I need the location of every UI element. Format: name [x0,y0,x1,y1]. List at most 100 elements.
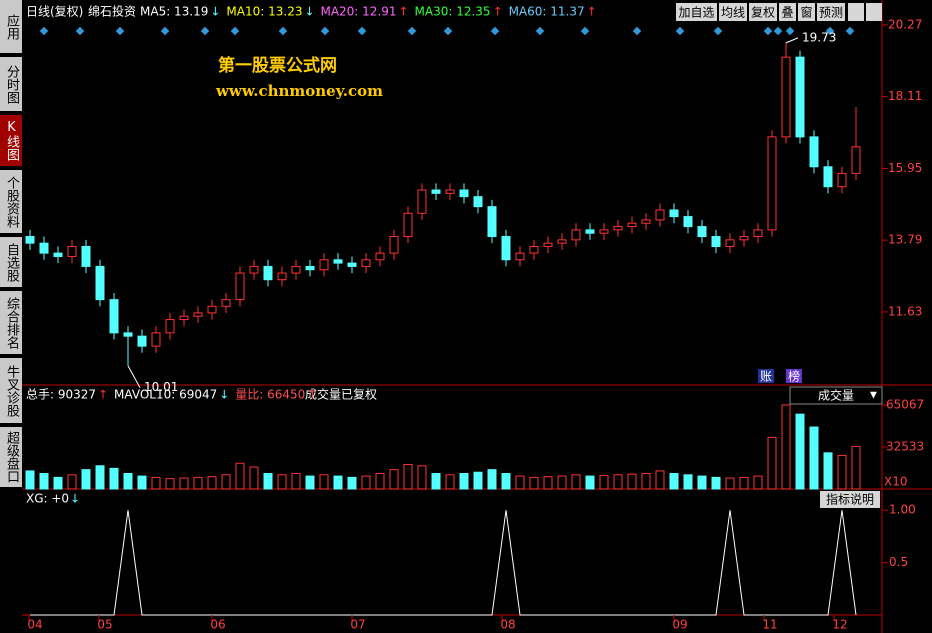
candle-body [375,252,385,261]
candle-body [67,245,77,257]
volume-bar [67,474,77,490]
signal-diamond [200,26,210,36]
volume-bar [599,474,609,490]
volume-bar [361,475,371,490]
signal-diamond [580,26,590,36]
toolbar-button[interactable] [798,3,815,21]
volume-bar [347,476,357,490]
volume-bar [375,473,385,490]
volume-header: 总手: 90327 [26,388,96,402]
signal-diamond [443,26,453,36]
x-tick-label: 08 [500,618,515,632]
signal-diamond [763,26,773,36]
toolbar-button-label[interactable]: 预测 [819,6,843,20]
volume-bar [207,476,217,490]
volume-bar [277,474,287,490]
y-tick-label: 1.00 [889,503,916,517]
signal-diamond [490,26,500,36]
signal-diamond [278,26,288,36]
volume-header-arrow: ↑ [98,388,108,402]
x-tick-label: 05 [97,618,112,632]
toolbar-button-label[interactable]: 叠 [781,6,793,20]
candle-body [823,166,833,188]
volume-bar [669,473,679,490]
ma-label: MA5: 13.19 [140,5,208,19]
watermark-title: 第一股票公式网 [218,55,337,76]
sidebar-tab[interactable]: 综合排名 [0,291,22,356]
candle-body [417,189,427,214]
toolbar-button-label[interactable]: 复权 [751,6,775,20]
candle-body [739,236,749,241]
volume-bar [571,474,581,490]
candle-body [221,299,231,307]
ma-label: MA10: 13.23 [226,5,302,19]
volume-bar [753,475,763,490]
indicator-select-label[interactable]: 成交量 [818,388,854,403]
y-tick-label: 0.5 [889,555,908,569]
candle-body [809,136,819,168]
volume-bar [655,470,665,490]
signal-diamond [230,26,240,36]
volume-bar [739,476,749,490]
toolbar-button-label[interactable]: 均线 [721,6,745,20]
indicator-select[interactable] [789,386,883,405]
candle-body [431,189,441,194]
sidebar-tab[interactable]: 牛叉诊股 [0,358,22,425]
candle-body [361,259,371,267]
x-tick-label: 09 [672,618,687,632]
signal-diamond [320,26,330,36]
volume-bar [529,476,539,490]
sidebar-tab[interactable]: 自选股 [0,237,22,289]
signal-diamond [115,26,125,36]
toolbar-button[interactable] [779,3,796,21]
candle-body [207,305,217,314]
signal-diamond [773,26,783,36]
toolbar-button[interactable] [848,3,864,21]
sidebar-tab[interactable]: 个股资料 [0,170,22,235]
toolbar-button[interactable] [676,3,717,21]
sidebar-tab[interactable]: 分时图 [0,57,22,113]
candle-body [641,219,651,224]
volume-bar [515,475,525,490]
candle-body [165,319,175,334]
toolbar-button-label[interactable]: 窗 [800,6,812,20]
volume-bar [557,475,567,490]
toolbar-button[interactable] [817,3,845,21]
volume-bar [431,473,441,490]
candle-body [781,56,791,138]
sidebar-tab[interactable]: K线图 [0,115,22,168]
volume-bar [543,476,553,490]
indicator-line [30,510,857,616]
candle-body [53,252,63,257]
sidebar-tab[interactable]: 超级盘口 [0,427,22,489]
toolbar-button[interactable] [749,3,777,21]
volume-bar [725,477,735,490]
volume-bar [319,474,329,490]
dropdown-arrow: ▼ [870,391,877,401]
ma-arrow: ↑ [399,5,409,19]
toolbar-button-label[interactable]: 加自选 [678,6,714,20]
volume-header: MAVOL10: 69047 [114,388,217,402]
sidebar-tab[interactable]: 应用 [0,0,22,55]
candle-body [711,236,721,247]
toolbar-button[interactable] [719,3,747,21]
candle-body [669,209,679,218]
volume-bar [25,470,35,490]
volume-bar [193,476,203,490]
volume-bar [165,478,175,490]
toolbar-button[interactable] [866,3,882,21]
signal-diamond [39,26,49,36]
y-tick-label: 32533 [886,440,924,454]
volume-bar [851,445,861,490]
volume-bar [837,454,847,490]
volume-bar [459,473,469,490]
volume-bar [305,475,315,490]
indicator-help-button[interactable] [820,491,880,508]
volume-bar [123,473,133,490]
signal-diamond [632,26,642,36]
indicator-label: XG: +0 [26,492,69,506]
indicator-help-label[interactable]: 指标说明 [826,492,874,507]
stock-name: 绵石投资 [88,4,136,19]
ma-label: MA60: 11.37 [509,5,585,19]
